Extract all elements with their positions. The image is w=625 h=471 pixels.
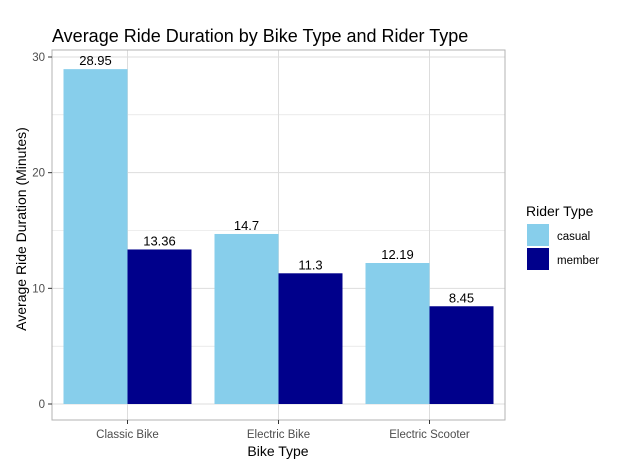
- bars: [63, 69, 494, 405]
- bar-member-electric-scooter: [429, 306, 494, 404]
- data-label-casual-electric-bike: 14.7: [234, 218, 259, 233]
- data-label-casual-classic-bike: 28.95: [79, 53, 112, 68]
- x-tick-label: Classic Bike: [96, 429, 159, 441]
- legend-swatch-member: [527, 248, 549, 270]
- bar-casual-electric-bike: [214, 233, 279, 404]
- legend-title: Rider Type: [526, 203, 594, 219]
- x-tick-label: Electric Bike: [247, 429, 310, 441]
- legend: Rider Type casual member: [526, 203, 599, 270]
- data-label-member-classic-bike: 13.36: [143, 233, 176, 248]
- y-tick-label: 10: [32, 283, 45, 295]
- data-label-member-electric-scooter: 8.45: [449, 290, 474, 305]
- data-label-casual-electric-scooter: 12.19: [381, 247, 414, 262]
- bar-casual-electric-scooter: [365, 263, 430, 404]
- bar-casual-classic-bike: [63, 69, 128, 405]
- legend-label-casual: casual: [557, 231, 590, 243]
- data-labels: 28.95 13.36 14.7 11.3 12.19 8.45: [79, 53, 474, 305]
- bar-member-classic-bike: [127, 249, 192, 404]
- x-axis-ticks: Classic Bike Electric Bike Electric Scoote…: [96, 420, 470, 441]
- y-tick-label: 0: [39, 399, 45, 411]
- legend-label-member: member: [557, 255, 599, 267]
- y-axis-title: Average Ride Duration (Minutes): [13, 127, 29, 331]
- bar-member-electric-bike: [278, 273, 343, 404]
- chart-title: Average Ride Duration by Bike Type and R…: [52, 26, 468, 46]
- x-axis-title: Bike Type: [247, 443, 308, 459]
- y-tick-label: 20: [32, 168, 45, 180]
- y-axis-ticks: 0 10 20 30: [32, 52, 52, 411]
- legend-swatch-casual: [527, 224, 549, 246]
- x-tick-label: Electric Scooter: [389, 429, 470, 441]
- y-tick-label: 30: [32, 52, 45, 64]
- data-label-member-electric-bike: 11.3: [298, 257, 322, 272]
